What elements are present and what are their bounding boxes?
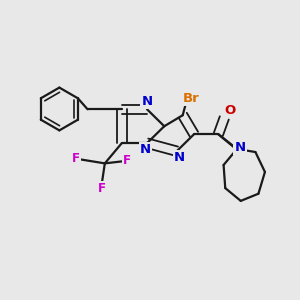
- Text: N: N: [142, 95, 153, 108]
- Text: F: F: [123, 154, 131, 167]
- Text: N: N: [140, 142, 151, 156]
- Text: O: O: [225, 104, 236, 117]
- Text: N: N: [174, 151, 185, 164]
- Text: F: F: [98, 182, 106, 195]
- Text: Br: Br: [183, 92, 200, 105]
- Text: F: F: [72, 152, 80, 165]
- Text: N: N: [234, 141, 245, 154]
